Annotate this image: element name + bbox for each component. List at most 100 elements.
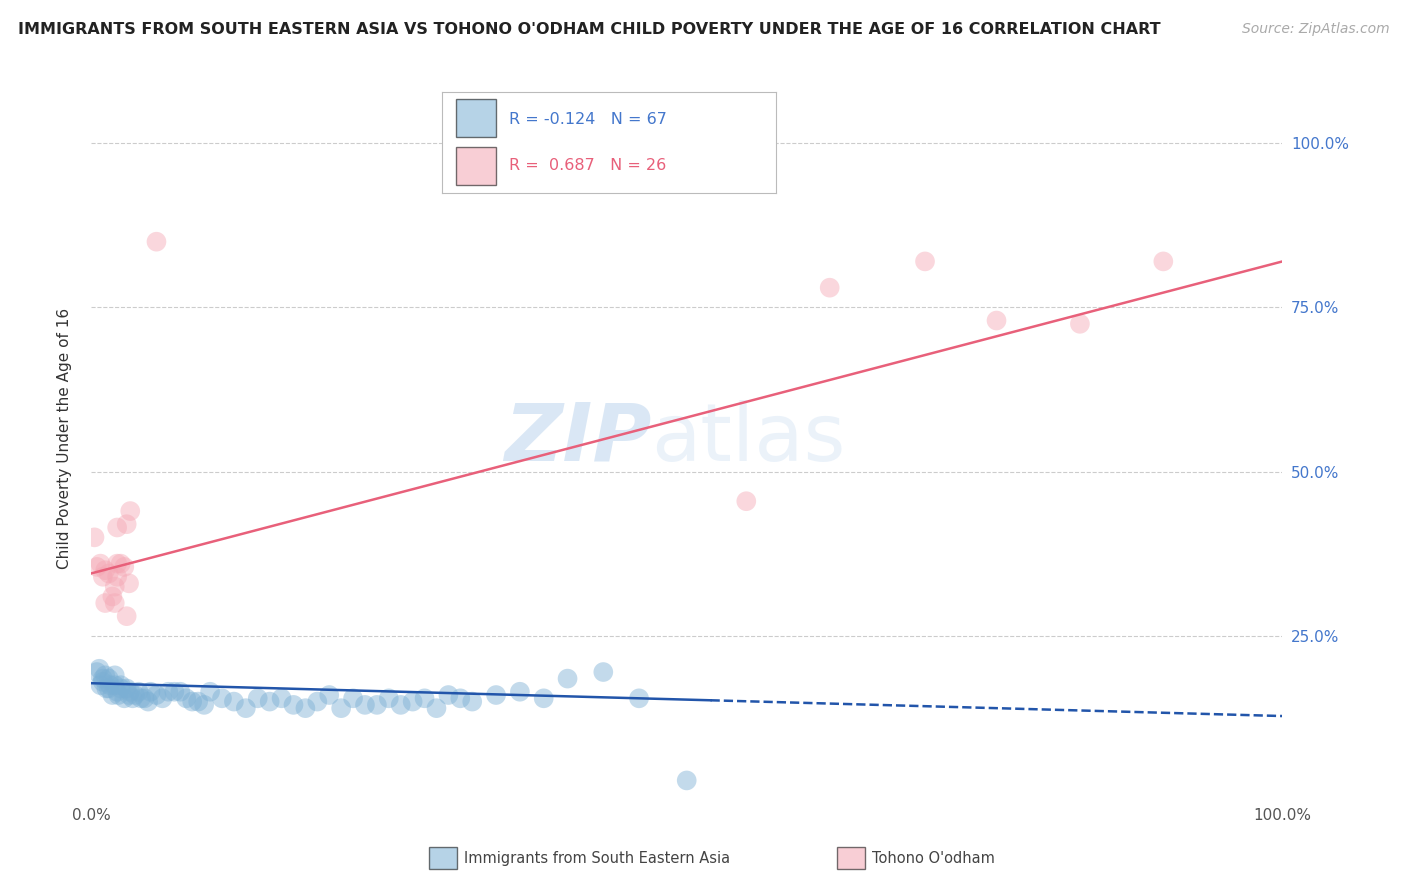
Point xyxy=(246,691,269,706)
Point xyxy=(628,691,651,706)
Text: Tohono O'odham: Tohono O'odham xyxy=(872,851,994,865)
Point xyxy=(139,684,162,698)
Point xyxy=(354,698,377,712)
Point xyxy=(129,691,152,706)
Point xyxy=(675,773,697,788)
Point xyxy=(163,684,186,698)
Point xyxy=(83,530,105,544)
Point xyxy=(89,557,111,571)
Point xyxy=(342,691,364,706)
Point xyxy=(259,695,281,709)
Point xyxy=(211,691,233,706)
Point xyxy=(592,665,614,679)
Point xyxy=(105,557,128,571)
Point xyxy=(152,691,174,706)
Point xyxy=(104,580,127,594)
Point xyxy=(145,688,167,702)
Point xyxy=(425,701,447,715)
Point xyxy=(174,691,197,706)
Point xyxy=(91,570,114,584)
Point xyxy=(104,596,127,610)
Point xyxy=(437,688,460,702)
Point xyxy=(181,695,204,709)
Point xyxy=(124,688,146,702)
Point xyxy=(110,678,132,692)
Point xyxy=(97,672,120,686)
Point xyxy=(169,684,191,698)
Point xyxy=(104,668,127,682)
Point xyxy=(104,678,127,692)
Point xyxy=(193,698,215,712)
Point xyxy=(914,254,936,268)
Point xyxy=(101,688,124,702)
Point xyxy=(198,684,221,698)
Text: Source: ZipAtlas.com: Source: ZipAtlas.com xyxy=(1241,22,1389,37)
Point xyxy=(413,691,436,706)
Point xyxy=(94,563,117,577)
Point xyxy=(110,557,132,571)
Point xyxy=(818,281,841,295)
Text: ZIP: ZIP xyxy=(503,400,651,478)
Point xyxy=(378,691,401,706)
Point xyxy=(115,609,138,624)
Point xyxy=(105,520,128,534)
Point xyxy=(118,688,141,702)
Point xyxy=(96,681,118,696)
Point xyxy=(89,678,111,692)
Point xyxy=(1069,317,1091,331)
Point xyxy=(94,668,117,682)
Point xyxy=(115,517,138,532)
Point xyxy=(366,698,388,712)
Point xyxy=(134,691,156,706)
Point xyxy=(485,688,508,702)
Text: atlas: atlas xyxy=(651,400,845,478)
Point xyxy=(115,681,138,696)
Point xyxy=(235,701,257,715)
Point xyxy=(128,684,150,698)
Point xyxy=(105,570,128,584)
Point xyxy=(105,684,128,698)
Point xyxy=(461,695,484,709)
Point xyxy=(145,235,167,249)
Point xyxy=(187,695,209,709)
Point xyxy=(110,681,132,696)
Point xyxy=(112,691,135,706)
Point xyxy=(91,672,114,686)
Text: Immigrants from South Eastern Asia: Immigrants from South Eastern Asia xyxy=(464,851,730,865)
Point xyxy=(86,665,108,679)
Point xyxy=(157,684,180,698)
Point xyxy=(401,695,423,709)
Y-axis label: Child Poverty Under the Age of 16: Child Poverty Under the Age of 16 xyxy=(58,309,72,569)
Point xyxy=(91,674,114,689)
Point xyxy=(270,691,292,706)
Point xyxy=(120,684,142,698)
Point xyxy=(86,560,108,574)
Point xyxy=(330,701,353,715)
Point xyxy=(533,691,555,706)
Point xyxy=(107,688,129,702)
Point xyxy=(735,494,758,508)
Point xyxy=(118,576,141,591)
Point xyxy=(121,691,143,706)
Point xyxy=(294,701,316,715)
Point xyxy=(1152,254,1174,268)
Text: IMMIGRANTS FROM SOUTH EASTERN ASIA VS TOHONO O'ODHAM CHILD POVERTY UNDER THE AGE: IMMIGRANTS FROM SOUTH EASTERN ASIA VS TO… xyxy=(18,22,1161,37)
Point xyxy=(283,698,305,712)
Point xyxy=(222,695,245,709)
Point xyxy=(97,566,120,581)
Point xyxy=(97,681,120,696)
Point xyxy=(101,590,124,604)
Point xyxy=(509,684,531,698)
Point xyxy=(318,688,340,702)
Point xyxy=(112,560,135,574)
Point xyxy=(120,504,142,518)
Point xyxy=(557,672,579,686)
Point xyxy=(986,313,1008,327)
Point xyxy=(94,596,117,610)
Point xyxy=(98,678,121,692)
Point xyxy=(89,662,111,676)
Point xyxy=(389,698,412,712)
Point xyxy=(307,695,329,709)
Point xyxy=(136,695,159,709)
Point xyxy=(449,691,471,706)
